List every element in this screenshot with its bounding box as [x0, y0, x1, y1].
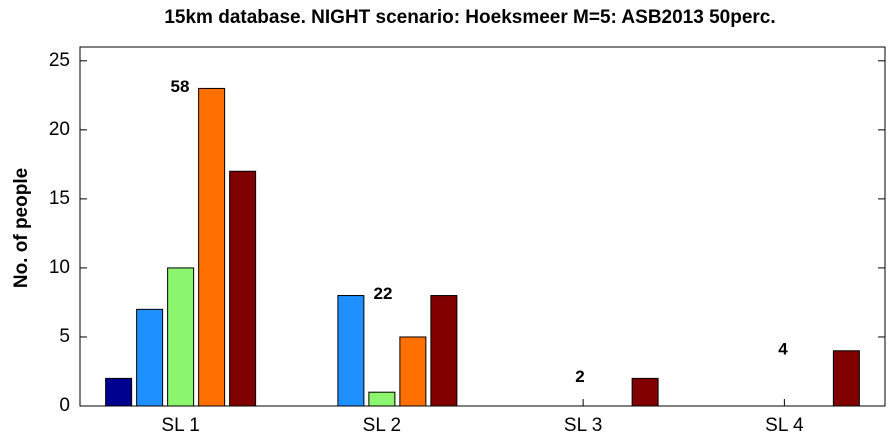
y-axis-label: No. of people	[11, 168, 32, 288]
annotation: 2	[575, 367, 584, 386]
bar	[198, 87, 226, 407]
x-tick-label: SL 1	[161, 415, 199, 436]
y-tick-label: 25	[49, 50, 70, 71]
bar	[337, 295, 365, 407]
y-tick-label: 0	[59, 395, 70, 416]
y-tick-label: 10	[49, 257, 70, 278]
bar	[136, 308, 164, 407]
bar	[430, 295, 458, 407]
x-tick-label: SL 3	[564, 415, 602, 436]
y-tick-label: 15	[49, 188, 70, 209]
bar	[631, 377, 659, 407]
y-tick-label: 20	[49, 119, 70, 140]
annotation: 58	[171, 77, 190, 96]
plot-frame	[79, 46, 886, 407]
y-tick-label: 5	[59, 326, 70, 347]
annotation: 4	[778, 339, 788, 358]
bar	[167, 267, 195, 407]
annotation: 22	[374, 284, 393, 303]
x-tick-label: SL 4	[765, 415, 804, 436]
bar	[368, 391, 396, 407]
bar	[399, 336, 427, 407]
chart-title: 15km database. NIGHT scenario: Hoeksmeer…	[164, 7, 775, 28]
bar	[105, 377, 133, 407]
bar	[832, 350, 860, 407]
bar	[229, 170, 257, 407]
x-tick-label: SL 2	[363, 415, 401, 436]
